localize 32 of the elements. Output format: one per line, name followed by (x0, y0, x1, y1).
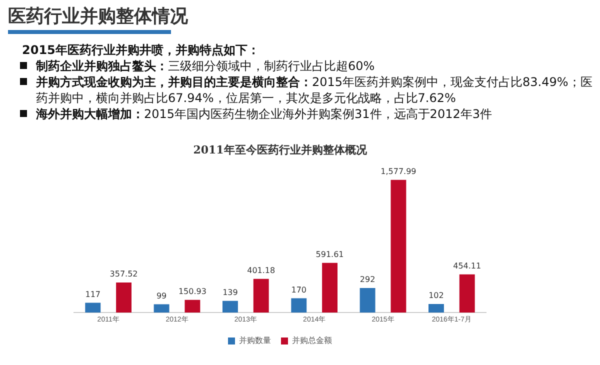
data-label: 1,577.99 (380, 166, 416, 176)
data-label: 401.18 (247, 266, 276, 275)
text: 并购方式现金收购为主，并购目的主要是横向整合：2015年医药并购案例中，现金支付占比83.49%；医药并购中，横向并购占比67.94%，位居第一，其次是多元化战略，占比7.62% (36, 75, 592, 105)
bar (428, 304, 444, 313)
bar (85, 302, 101, 313)
bar (222, 300, 238, 313)
legend-label: 并购数量 (239, 336, 271, 346)
text: 2015年医药行业并购井喷，并购特点如下： (22, 42, 260, 58)
bar (184, 300, 200, 313)
bar (322, 262, 338, 313)
bar (253, 278, 269, 313)
chart-subtitle: 2011年至今医药行业并购整体概况 (193, 143, 368, 156)
data-label: 591.61 (316, 250, 344, 259)
text: 制药企业并购独占鳌头：三级细分领域中，制药行业占比超60% (36, 59, 375, 73)
data-label: 99 (156, 291, 167, 300)
data-label: 102 (428, 291, 444, 300)
bar (459, 274, 475, 313)
bar (291, 298, 307, 313)
legend-label: 并购总金额 (292, 336, 332, 346)
data-label: 292 (360, 275, 376, 284)
data-label: 357.52 (110, 270, 138, 279)
bar (154, 304, 170, 313)
data-label: 139 (222, 288, 238, 297)
data-label: 117 (85, 290, 101, 299)
chart-title: 医药行业并购整体情况 (8, 5, 188, 28)
text: 海外并购大幅增加：2015年国内医药生物企业海外并购案例31件，远高于2012年3件 (36, 107, 492, 121)
bar (390, 180, 406, 313)
data-label: 150.93 (178, 286, 206, 296)
bar (116, 282, 132, 313)
data-label: 170 (291, 285, 307, 294)
bar (360, 288, 376, 313)
data-label: 454.11 (453, 261, 482, 270)
